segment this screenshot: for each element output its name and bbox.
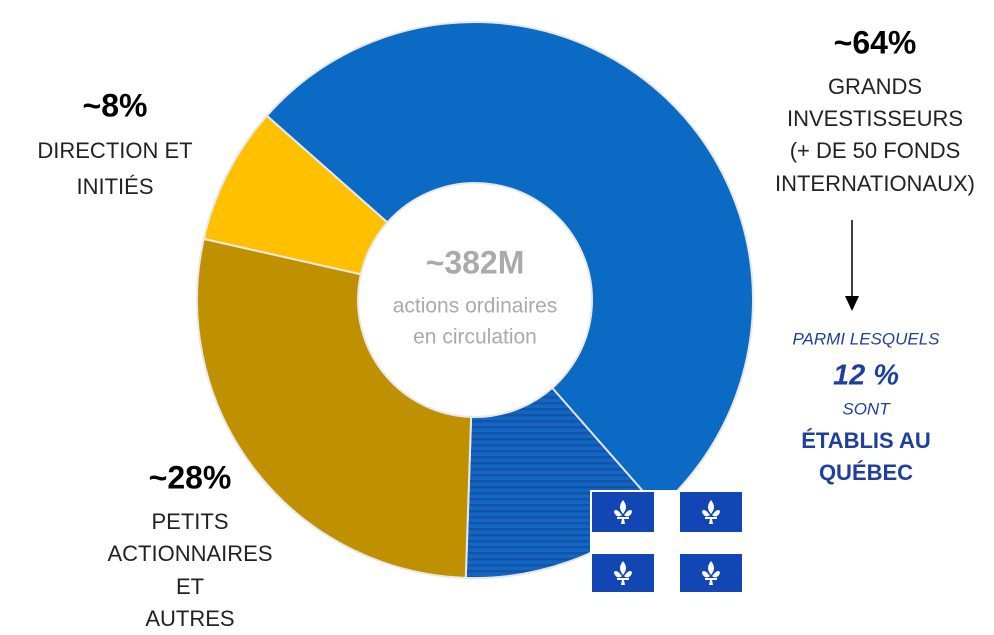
annotation: ÉTABLIS AU	[801, 428, 931, 453]
segment-value-label: ~28%	[149, 459, 232, 495]
segment-label: ACTIONNAIRES	[107, 541, 272, 566]
donut-segment	[202, 114, 389, 276]
segment-label: INTERNATIONAUX)	[775, 171, 975, 196]
segment-label: INITIÉS	[76, 174, 153, 199]
center-label: ~382M	[426, 244, 525, 280]
segment-label: DIRECTION ET	[37, 138, 192, 163]
annotation: SONT	[842, 399, 891, 418]
segment-label: (+ DE 50 FONDS	[790, 138, 961, 163]
segment-label: AUTRES	[145, 606, 234, 631]
center-label: en circulation	[413, 326, 537, 349]
donut-segment	[196, 237, 473, 579]
center-label: actions ordinaires	[393, 295, 558, 318]
annotation-value: 12 %	[833, 360, 899, 392]
annotation: PARMI LESQUELS	[792, 329, 940, 348]
segment-label: INVESTISSEURS	[787, 106, 963, 131]
segment-label: ET	[176, 574, 204, 599]
segment-value-label: ~8%	[83, 87, 148, 123]
segment-label: PETITS	[151, 509, 228, 534]
quebec-flag	[590, 490, 742, 592]
segment-value-label: ~64%	[834, 24, 917, 60]
segment-label: GRANDS	[828, 74, 922, 99]
annotation: QUÉBEC	[819, 460, 913, 485]
arrow	[845, 220, 859, 311]
